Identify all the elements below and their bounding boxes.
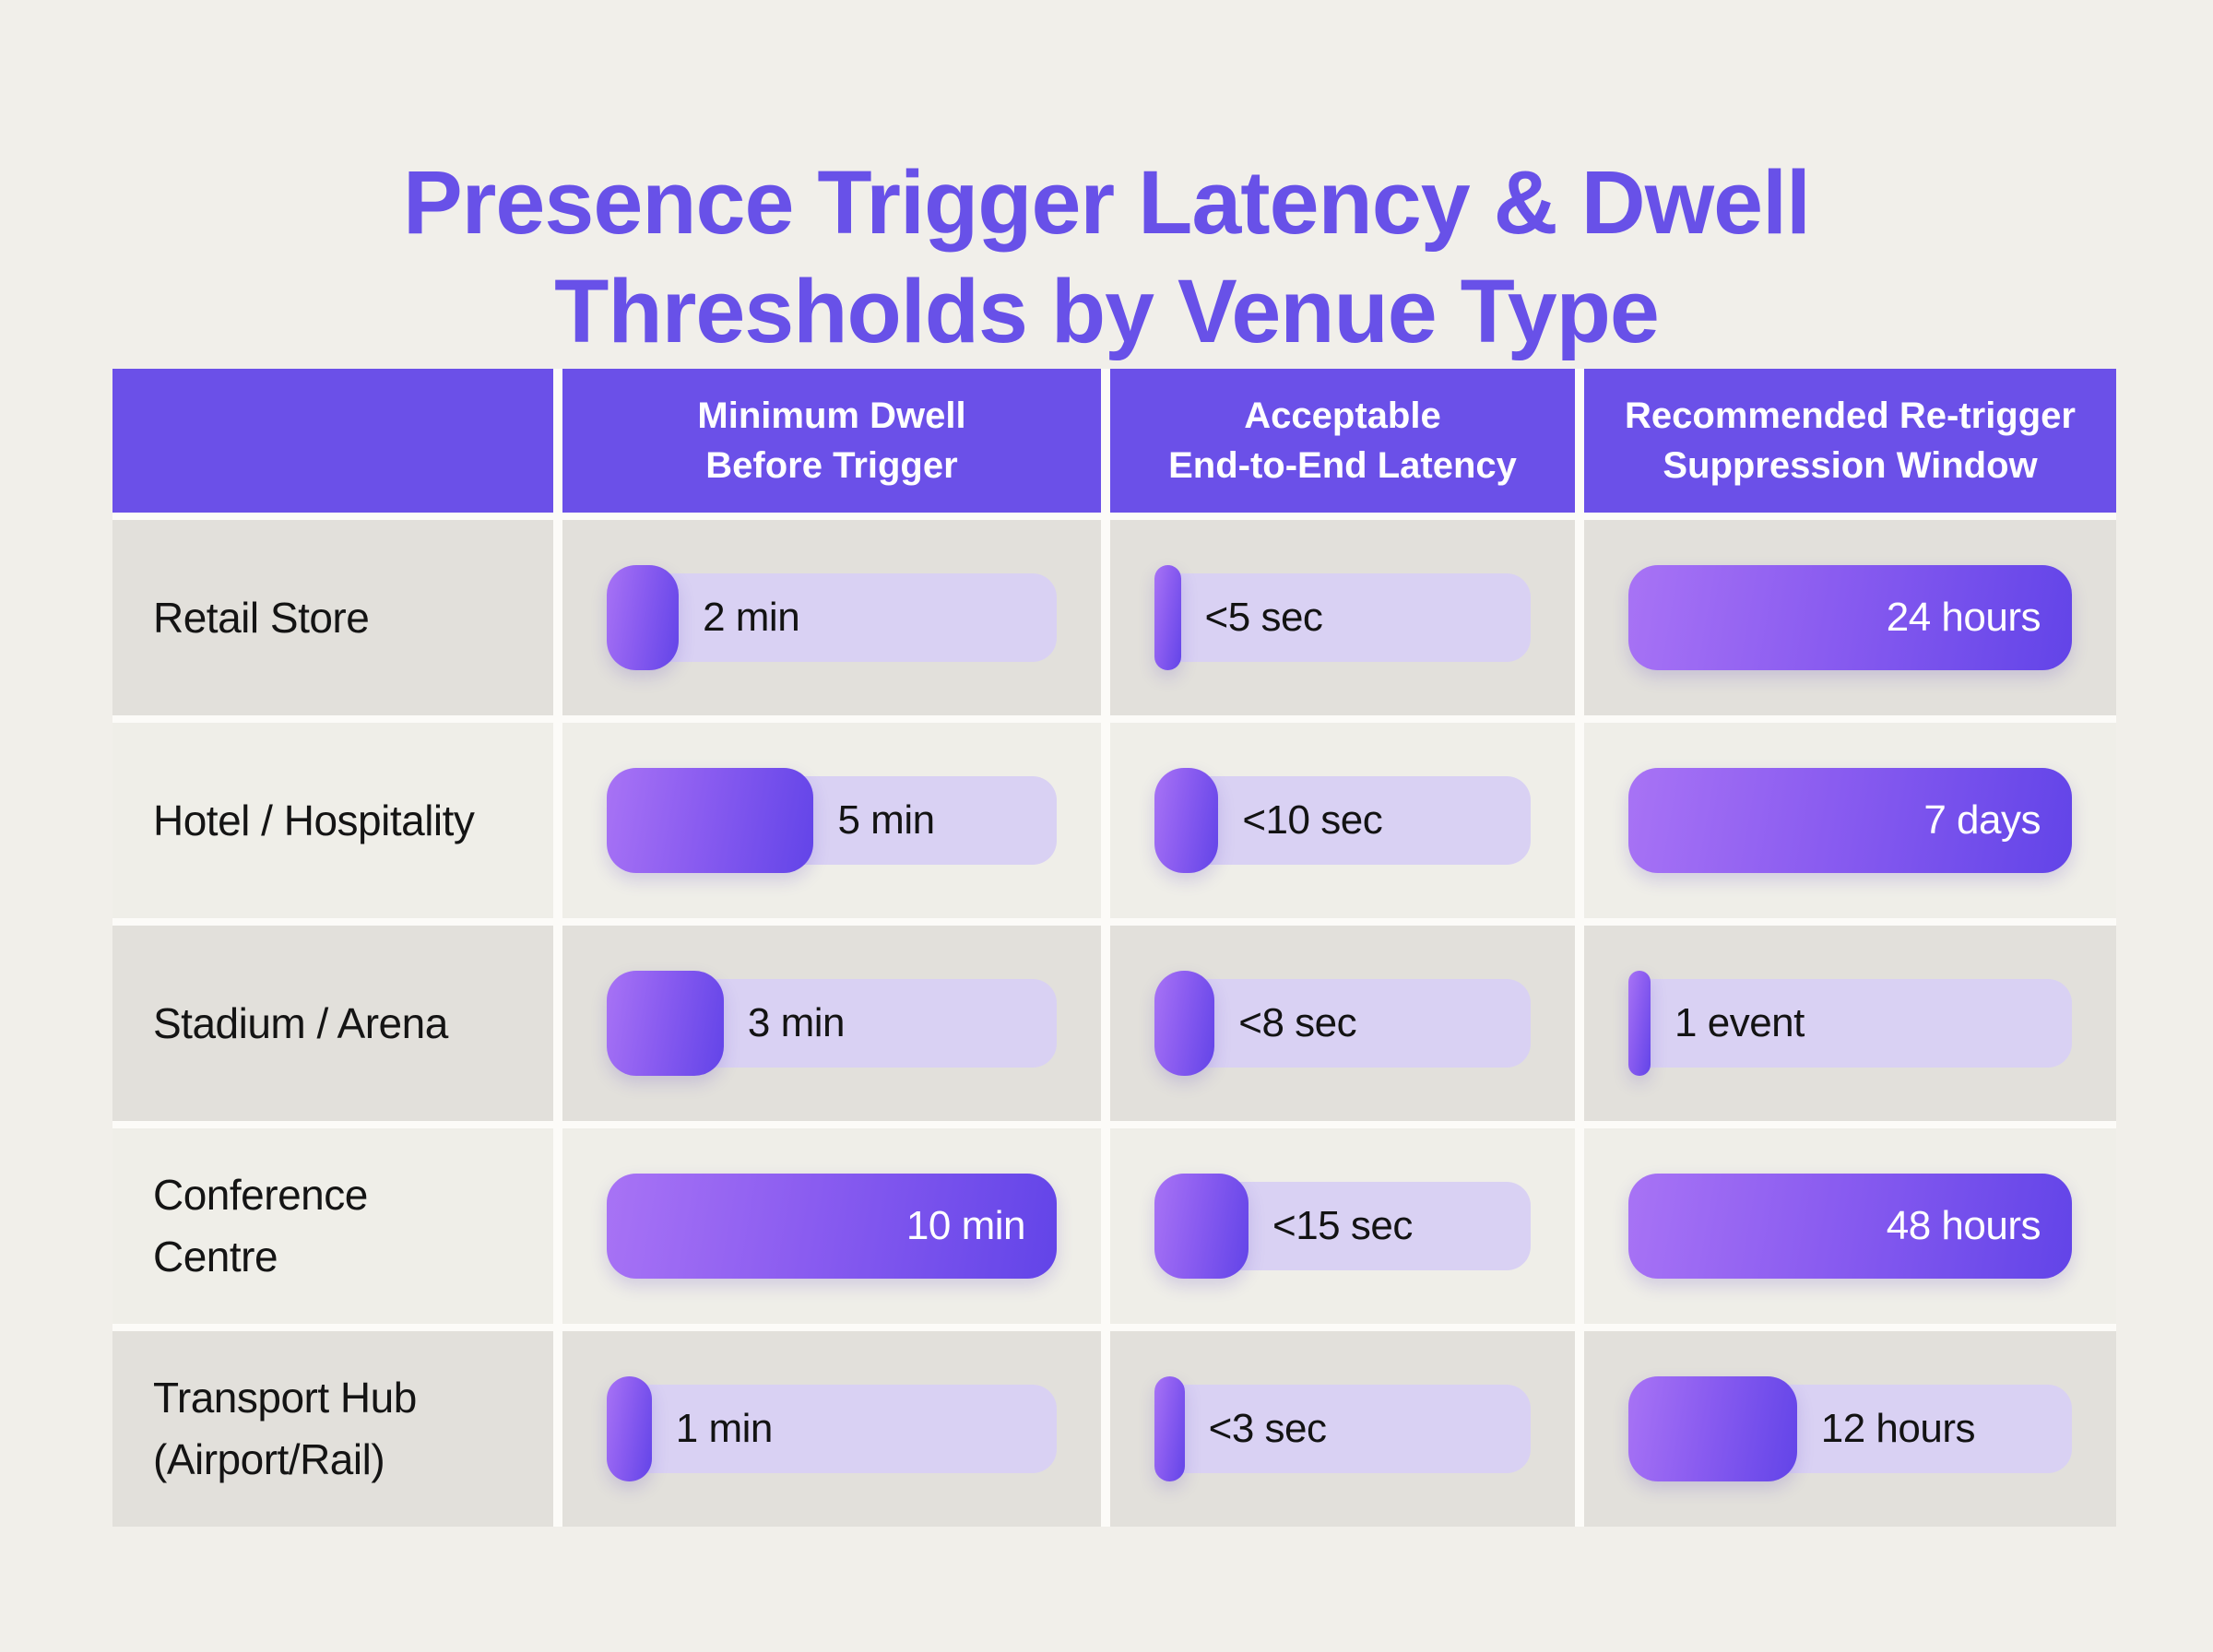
table-row-label: Retail Store — [112, 520, 553, 715]
suppression-bar-cell: 24 hours — [1584, 520, 2116, 715]
bar-track: 1 min — [607, 1376, 1057, 1481]
bar-value: 2 min — [703, 595, 800, 640]
bar-fill — [1154, 971, 1215, 1076]
bar-fill — [1628, 971, 1651, 1076]
suppression-bar-cell: 7 days — [1584, 723, 2116, 918]
header-cell-latency: Acceptable End-to-End Latency — [1110, 369, 1575, 513]
venue-label: Hotel / Hospitality — [153, 796, 475, 844]
bar-track: <15 sec — [1154, 1174, 1531, 1279]
bar-value: 10 min — [905, 1203, 1026, 1248]
bar-value: 5 min — [837, 797, 935, 843]
bar-fill — [607, 1376, 652, 1481]
table-row-label: Stadium / Arena — [112, 926, 553, 1121]
min-dwell-bar-cell: 3 min — [562, 926, 1101, 1121]
venue-label: Transport Hub (Airport/Rail) — [153, 1374, 417, 1483]
bar-fill — [1154, 565, 1181, 670]
venue-label: Retail Store — [153, 593, 370, 642]
bar-track: 3 min — [607, 971, 1057, 1076]
bar-value: 7 days — [1923, 797, 2041, 843]
thresholds-table: Minimum Dwell Before Trigger Acceptable … — [112, 369, 2116, 1527]
bar-value: <5 sec — [1204, 595, 1323, 640]
header-cell-suppression: Recommended Re-trigger Suppression Windo… — [1584, 369, 2116, 513]
table-row-label: Conference Centre — [112, 1128, 553, 1324]
min-dwell-bar-cell: 5 min — [562, 723, 1101, 918]
page-title: Presence Trigger Latency & Dwell Thresho… — [402, 151, 1811, 362]
min-dwell-bar-cell: 1 min — [562, 1331, 1101, 1527]
bar-value: 12 hours — [1820, 1406, 1976, 1451]
bar-track: 2 min — [607, 565, 1057, 670]
bar-fill — [1154, 768, 1219, 873]
bar-value: 48 hours — [1886, 1203, 2041, 1248]
bar-track: 7 days — [1628, 768, 2072, 873]
bar-track: <10 sec — [1154, 768, 1531, 873]
bar-track: 10 min — [607, 1174, 1057, 1279]
bar-track: 12 hours — [1628, 1376, 2072, 1481]
latency-bar-cell: <8 sec — [1110, 926, 1575, 1121]
bar-value: 1 event — [1675, 1000, 1805, 1045]
bar-track: 48 hours — [1628, 1174, 2072, 1279]
bar-fill — [1628, 1174, 2072, 1279]
bar-fill — [607, 565, 680, 670]
bar-fill — [607, 1174, 1057, 1279]
bar-track: <3 sec — [1154, 1376, 1531, 1481]
table-row-label: Hotel / Hospitality — [112, 723, 553, 918]
suppression-bar-cell: 48 hours — [1584, 1128, 2116, 1324]
bar-value: <10 sec — [1242, 797, 1383, 843]
bar-track: 5 min — [607, 768, 1057, 873]
latency-bar-cell: <3 sec — [1110, 1331, 1575, 1527]
bar-value: <15 sec — [1272, 1203, 1413, 1248]
latency-bar-cell: <15 sec — [1110, 1128, 1575, 1324]
bar-value: <8 sec — [1238, 1000, 1357, 1045]
latency-bar-cell: <10 sec — [1110, 723, 1575, 918]
bar-fill — [1154, 1174, 1249, 1279]
suppression-bar-cell: 12 hours — [1584, 1331, 2116, 1527]
bar-fill — [1154, 1376, 1185, 1481]
bar-value: 1 min — [675, 1406, 774, 1451]
suppression-bar-cell: 1 event — [1584, 926, 2116, 1121]
bar-fill — [607, 768, 814, 873]
venue-label: Conference Centre — [153, 1171, 368, 1280]
bar-value: 3 min — [747, 1000, 846, 1045]
table-row-label: Transport Hub (Airport/Rail) — [112, 1331, 553, 1527]
header-cell-min-dwell: Minimum Dwell Before Trigger — [562, 369, 1101, 513]
bar-value: <3 sec — [1208, 1406, 1327, 1451]
min-dwell-bar-cell: 2 min — [562, 520, 1101, 715]
bar-fill — [1628, 1376, 1797, 1481]
bar-track: <5 sec — [1154, 565, 1531, 670]
bar-track: 1 event — [1628, 971, 2072, 1076]
latency-bar-cell: <5 sec — [1110, 520, 1575, 715]
header-cell-venue — [112, 369, 553, 513]
bar-fill — [1628, 565, 2072, 670]
min-dwell-bar-cell: 10 min — [562, 1128, 1101, 1324]
bar-value: 24 hours — [1886, 595, 2041, 640]
bar-fill — [607, 971, 724, 1076]
venue-label: Stadium / Arena — [153, 998, 448, 1047]
bar-fill — [1628, 768, 2072, 873]
bar-track: <8 sec — [1154, 971, 1531, 1076]
bar-track: 24 hours — [1628, 565, 2072, 670]
